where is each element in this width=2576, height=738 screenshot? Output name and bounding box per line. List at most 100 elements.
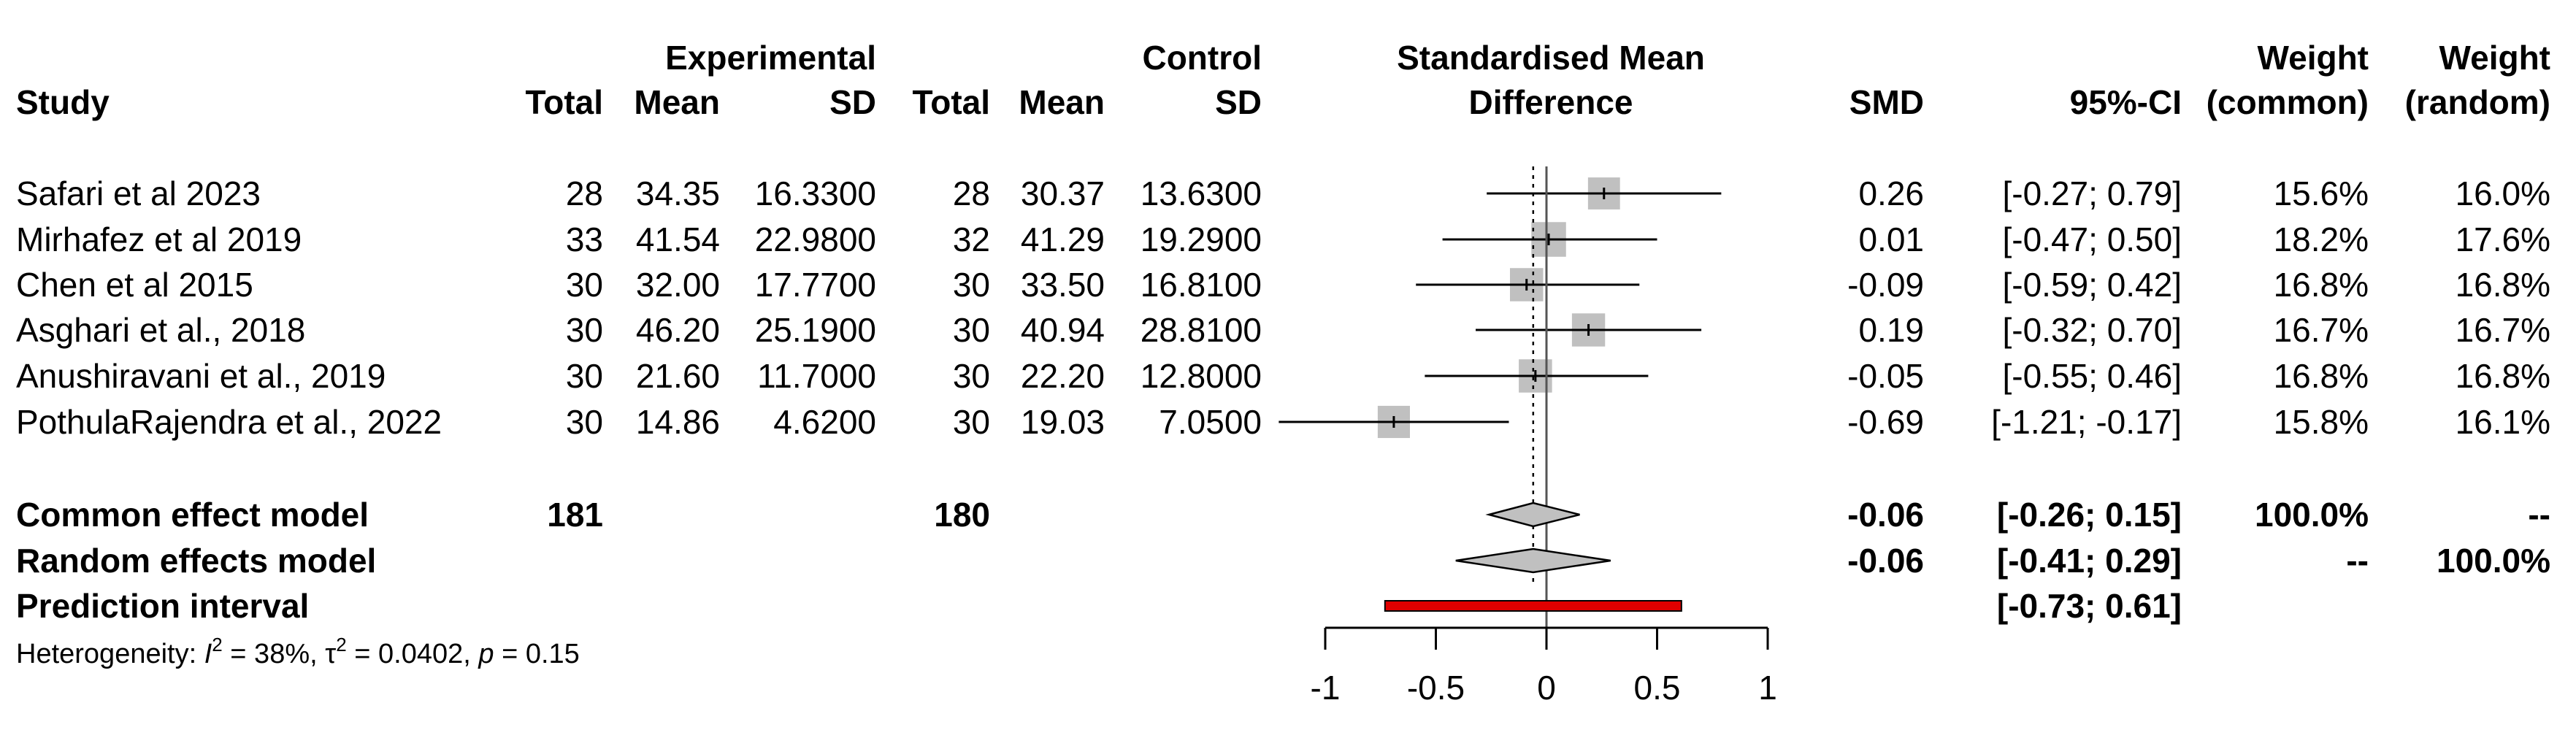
p-value: = 0.15 xyxy=(494,639,580,669)
x-tick-label: 0 xyxy=(1537,669,1556,707)
exp-sd-cell: 22.9800 xyxy=(755,220,876,258)
weight-common-header-line2: (common) xyxy=(2207,83,2369,121)
weight-random-cell: 16.1% xyxy=(2456,403,2550,441)
prediction-ci: [-0.73; 0.61] xyxy=(1997,587,2182,625)
i2-superscript: 2 xyxy=(212,634,222,656)
common-effect-diamond xyxy=(1485,501,1580,528)
exp-mean-header: Mean xyxy=(634,83,720,121)
smd-cell: 0.26 xyxy=(1858,174,1924,212)
effect-marks xyxy=(1279,166,1722,628)
study-name: Asghari et al., 2018 xyxy=(16,311,305,349)
random-weight-random: 100.0% xyxy=(2437,542,2550,580)
study-rows: Safari et al 2023 28 34.35 16.3300 28 30.37 13… xyxy=(16,174,2550,625)
exp-sd-cell: 17.7700 xyxy=(755,266,876,304)
weight-random-cell: 16.0% xyxy=(2456,174,2550,212)
p-symbol: p xyxy=(478,639,494,669)
ctl-mean-cell: 33.50 xyxy=(1021,266,1105,304)
ctl-mean-cell: 41.29 xyxy=(1021,220,1105,258)
study-name: Chen et al 2015 xyxy=(16,266,253,304)
ctl-total-cell: 30 xyxy=(953,403,990,441)
common-exp-total: 181 xyxy=(547,496,603,534)
exp-sd-cell: 11.7000 xyxy=(757,357,876,395)
ctl-sd-header: SD xyxy=(1215,83,1262,121)
prediction-interval-label: Prediction interval xyxy=(16,587,309,625)
i2-value: = 38%, xyxy=(223,639,325,669)
ctl-total-header: Total xyxy=(913,83,990,121)
x-tick-label: -1 xyxy=(1311,669,1341,707)
exp-sd-cell: 16.3300 xyxy=(755,174,876,212)
experimental-header: Experimental xyxy=(665,39,876,77)
random-smd: -0.06 xyxy=(1847,542,1924,580)
ctl-mean-cell: 19.03 xyxy=(1021,403,1105,441)
exp-mean-cell: 41.54 xyxy=(636,220,720,258)
smd-cell: -0.69 xyxy=(1847,403,1924,441)
weight-common-header-line1: Weight xyxy=(2258,39,2369,77)
weight-random-cell: 16.8% xyxy=(2456,357,2550,395)
control-header: Control xyxy=(1142,39,1262,77)
exp-sd-cell: 4.6200 xyxy=(773,403,876,441)
smd-cell: 0.19 xyxy=(1858,311,1924,349)
study-name: Mirhafez et al 2019 xyxy=(16,220,302,258)
tau-value: = 0.0402, xyxy=(347,639,479,669)
ctl-sd-cell: 28.8100 xyxy=(1141,311,1262,349)
x-axis: -1 -0.5 0 0.5 1 xyxy=(1311,626,1777,707)
weight-common-cell: 15.8% xyxy=(2274,403,2369,441)
effect-header-line1: Standardised Mean xyxy=(1397,39,1705,77)
ctl-mean-header: Mean xyxy=(1019,83,1105,121)
weight-common-cell: 15.6% xyxy=(2274,174,2369,212)
common-effect-label: Common effect model xyxy=(16,496,369,534)
exp-total-cell: 30 xyxy=(566,357,603,395)
exp-mean-cell: 32.00 xyxy=(636,266,720,304)
ci-cell: [-1.21; -0.17] xyxy=(1991,403,2182,441)
weight-random-cell: 17.6% xyxy=(2456,220,2550,258)
prediction-interval-bar xyxy=(1384,600,1682,612)
ci-header: 95%-CI xyxy=(2070,83,2182,121)
smd-cell: 0.01 xyxy=(1858,220,1924,258)
smd-cell: -0.09 xyxy=(1847,266,1924,304)
common-smd: -0.06 xyxy=(1847,496,1924,534)
study-name: PothulaRajendra et al., 2022 xyxy=(16,403,442,441)
exp-total-cell: 30 xyxy=(566,266,603,304)
weight-common-cell: 16.8% xyxy=(2274,357,2369,395)
ctl-mean-cell: 40.94 xyxy=(1021,311,1105,349)
study-name: Safari et al 2023 xyxy=(16,174,261,212)
exp-sd-header: SD xyxy=(829,83,876,121)
ci-cell: [-0.27; 0.79] xyxy=(2003,174,2182,212)
ci-cell: [-0.55; 0.46] xyxy=(2003,357,2182,395)
ctl-total-cell: 30 xyxy=(953,266,990,304)
x-tick-label: -0.5 xyxy=(1407,669,1465,707)
tau-superscript: 2 xyxy=(336,634,346,656)
common-weight-random: -- xyxy=(2528,496,2550,534)
effect-header-line2: Difference xyxy=(1469,83,1633,121)
smd-cell: -0.05 xyxy=(1847,357,1924,395)
random-effects-label: Random effects model xyxy=(16,542,376,580)
ctl-mean-cell: 22.20 xyxy=(1021,357,1105,395)
random-weight-common: -- xyxy=(2346,542,2369,580)
exp-mean-cell: 46.20 xyxy=(636,311,720,349)
heterogeneity-text: Heterogeneity: I2 = 38%, τ2 = 0.0402, p … xyxy=(16,634,580,669)
exp-total-cell: 33 xyxy=(566,220,603,258)
ctl-total-cell: 32 xyxy=(953,220,990,258)
ctl-total-cell: 30 xyxy=(953,357,990,395)
smd-header: SMD xyxy=(1849,83,1924,121)
ctl-sd-cell: 13.6300 xyxy=(1141,174,1262,212)
ctl-total-cell: 28 xyxy=(953,174,990,212)
exp-mean-cell: 14.86 xyxy=(636,403,720,441)
ci-cell: [-0.32; 0.70] xyxy=(2003,311,2182,349)
ctl-sd-cell: 12.8000 xyxy=(1141,357,1262,395)
exp-mean-cell: 21.60 xyxy=(636,357,720,395)
weight-common-cell: 16.8% xyxy=(2274,266,2369,304)
weight-common-cell: 16.7% xyxy=(2274,311,2369,349)
exp-total-header: Total xyxy=(526,83,603,121)
x-tick-label: 1 xyxy=(1758,669,1777,707)
ci-cell: [-0.59; 0.42] xyxy=(2003,266,2182,304)
study-name: Anushiravani et al., 2019 xyxy=(16,357,386,395)
common-ctl-total: 180 xyxy=(934,496,990,534)
exp-total-cell: 30 xyxy=(566,311,603,349)
common-weight-common: 100.0% xyxy=(2255,496,2369,534)
weight-common-cell: 18.2% xyxy=(2274,220,2369,258)
i2-symbol: I xyxy=(204,639,212,669)
common-ci: [-0.26; 0.15] xyxy=(1997,496,2182,534)
ctl-sd-cell: 7.0500 xyxy=(1159,403,1262,441)
